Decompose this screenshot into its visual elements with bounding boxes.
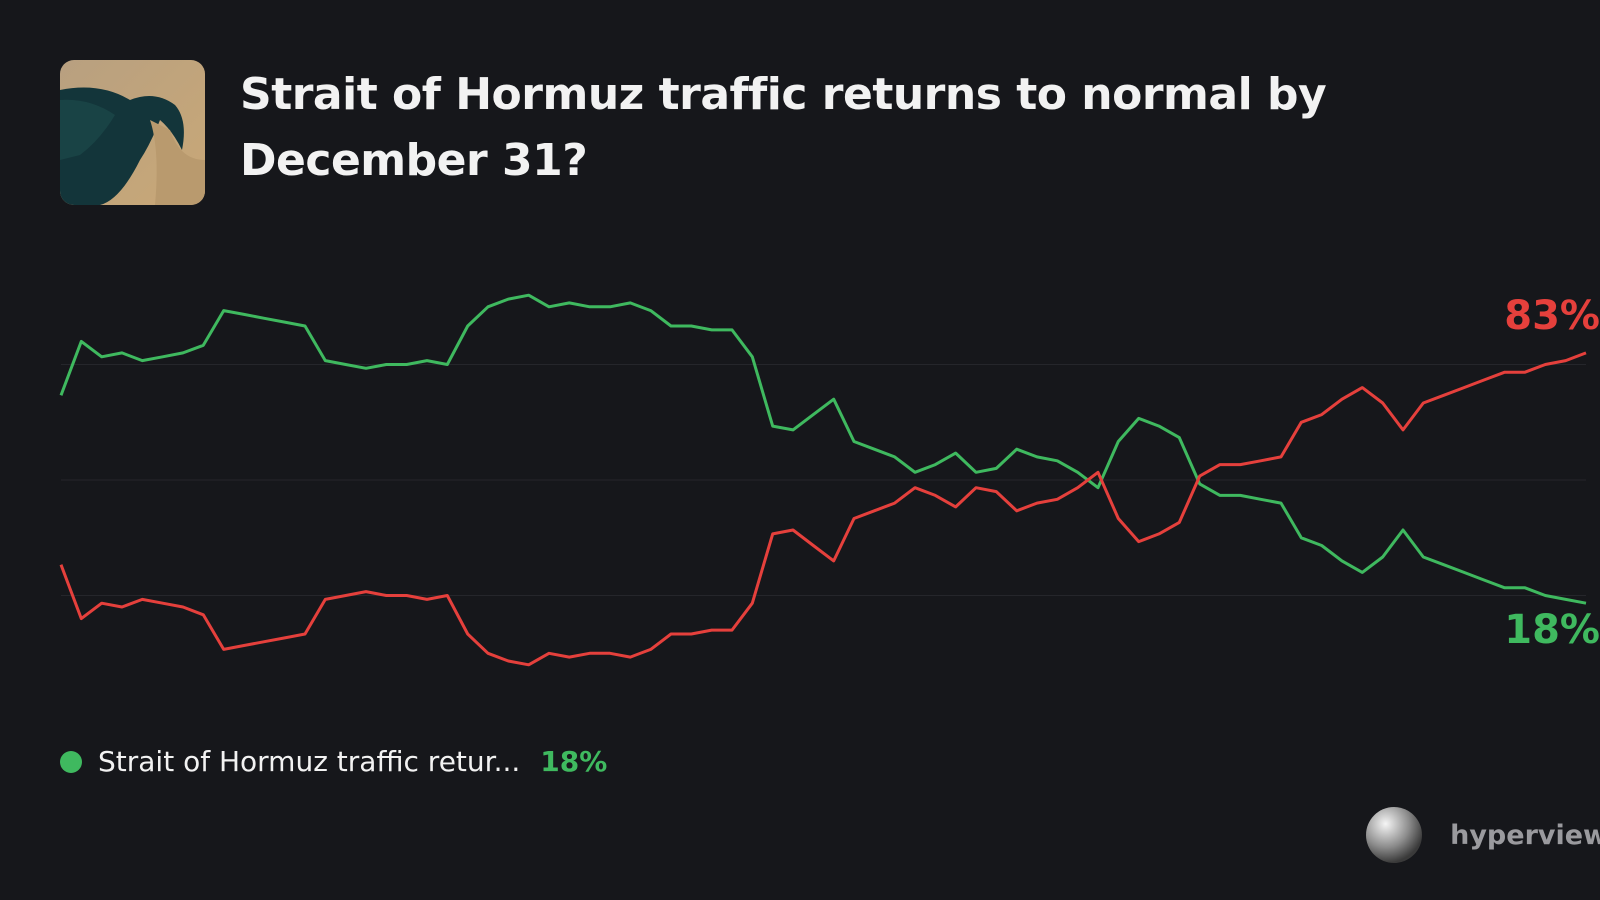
watermark-text: hyperview	[1450, 819, 1600, 851]
chart: 18% 83%	[59, 293, 1600, 667]
market-icon	[60, 60, 205, 205]
watermark-logo	[1366, 807, 1423, 863]
legend-label: Strait of Hormuz traffic retur...	[98, 745, 521, 778]
legend-marker	[60, 750, 82, 773]
legend: Strait of Hormuz traffic retur... 18%	[60, 745, 607, 778]
watermark: hyperview	[1364, 805, 1600, 865]
series-line	[59, 293, 1587, 605]
end-label: 18%	[1504, 607, 1600, 653]
legend-value: 18%	[540, 745, 608, 778]
series-line	[59, 351, 1587, 667]
title: Strait of Hormuz traffic returns to norm…	[240, 69, 1327, 186]
end-label: 83%	[1504, 293, 1600, 339]
